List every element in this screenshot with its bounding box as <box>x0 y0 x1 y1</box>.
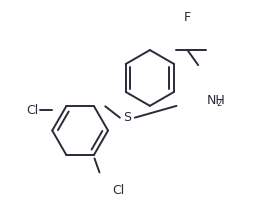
Text: Cl: Cl <box>113 184 125 197</box>
Text: S: S <box>123 111 131 124</box>
Text: NH: NH <box>207 94 226 107</box>
Text: 2: 2 <box>217 99 222 108</box>
Text: F: F <box>184 11 191 24</box>
Text: Cl: Cl <box>27 104 39 117</box>
